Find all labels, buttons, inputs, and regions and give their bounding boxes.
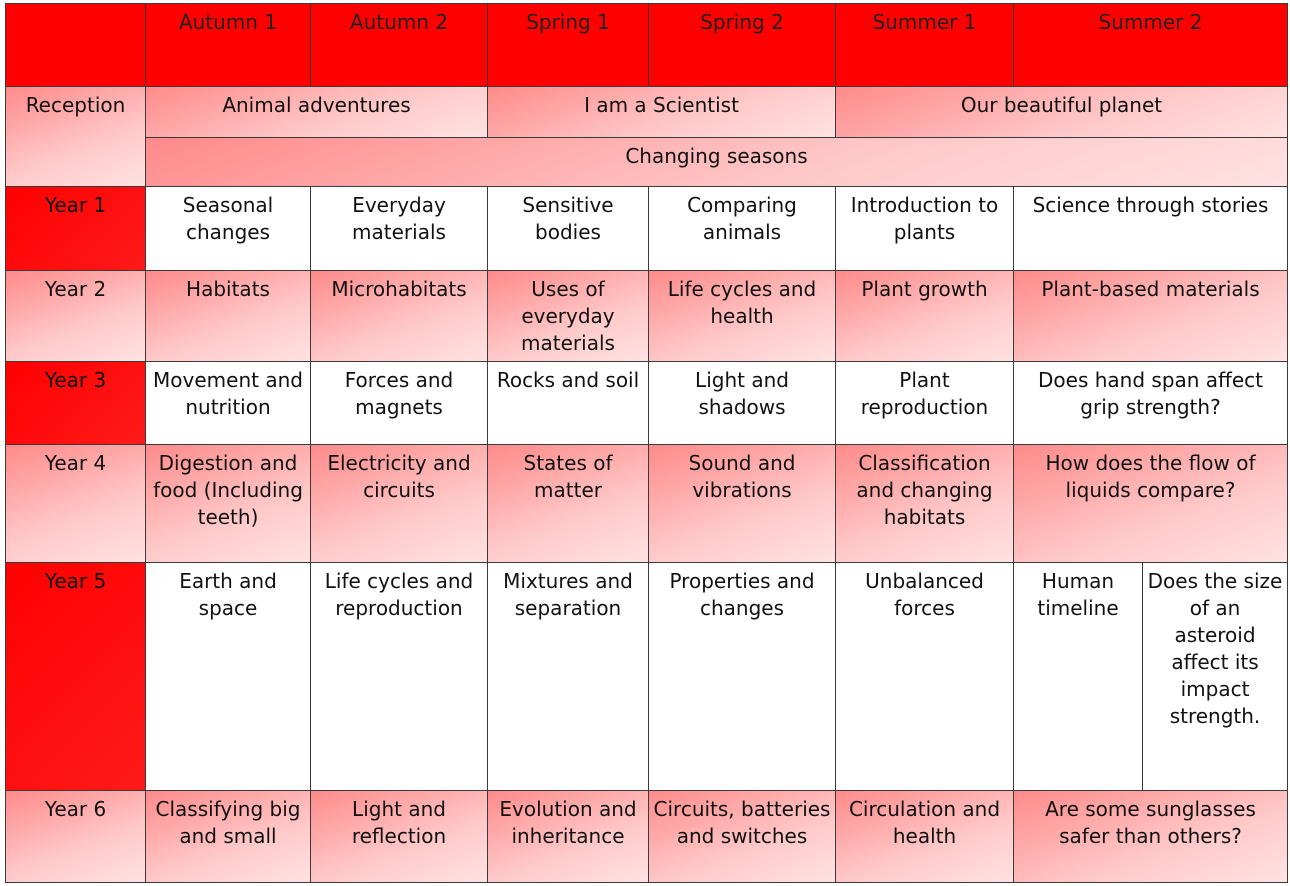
corner-cell — [5, 3, 146, 87]
row-label: Year 2 — [5, 270, 146, 362]
topic-cell: States of matter — [487, 444, 649, 563]
topic-cell: Does the size of an asteroid affect its … — [1142, 562, 1288, 791]
topic-cell: Science through stories — [1013, 186, 1288, 271]
topic-cell: Forces and magnets — [310, 361, 488, 445]
topic-cell: Plant reproduction — [835, 361, 1014, 445]
row-label: Year 3 — [5, 361, 146, 445]
topic-cell: Are some sunglasses safer than others? — [1013, 790, 1288, 883]
topic-cell: Circuits, batteries and switches — [648, 790, 836, 883]
row-label: Year 5 — [5, 562, 146, 791]
topic-cell: Unbalanced forces — [835, 562, 1014, 791]
topic-cell: Introduction to plants — [835, 186, 1014, 271]
row-label: Year 4 — [5, 444, 146, 563]
topic-cell: Habitats — [145, 270, 311, 362]
topic-cell: Circulation and health — [835, 790, 1014, 883]
topic-cell: Mixtures and separation — [487, 562, 649, 791]
topic-cell: Sound and vibrations — [648, 444, 836, 563]
term-header: Spring 2 — [648, 3, 836, 87]
topic-cell: Light and shadows — [648, 361, 836, 445]
topic-cell: Changing seasons — [145, 137, 1288, 187]
term-header: Summer 2 — [1013, 3, 1288, 87]
topic-cell: Uses of everyday materials — [487, 270, 649, 362]
topic-cell: Movement and nutrition — [145, 361, 311, 445]
topic-cell: Plant-based materials — [1013, 270, 1288, 362]
term-header: Spring 1 — [487, 3, 649, 87]
row-label: Reception — [5, 86, 146, 187]
topic-cell: Life cycles and reproduction — [310, 562, 488, 791]
row-label: Year 6 — [5, 790, 146, 883]
term-header: Summer 1 — [835, 3, 1014, 87]
topic-cell: Light and reflection — [310, 790, 488, 883]
row-label: Year 1 — [5, 186, 146, 271]
topic-cell: Earth and space — [145, 562, 311, 791]
topic-cell: Sensitive bodies — [487, 186, 649, 271]
topic-cell: Rocks and soil — [487, 361, 649, 445]
topic-cell: Electricity and circuits — [310, 444, 488, 563]
topic-cell: Does hand span affect grip strength? — [1013, 361, 1288, 445]
topic-cell: Classifying big and small — [145, 790, 311, 883]
topic-cell: Comparing animals — [648, 186, 836, 271]
topic-cell: Animal adventures — [145, 86, 488, 138]
topic-cell: Seasonal changes — [145, 186, 311, 271]
topic-cell: Life cycles and health — [648, 270, 836, 362]
topic-cell: How does the flow of liquids compare? — [1013, 444, 1288, 563]
topic-cell: I am a Scientist — [487, 86, 836, 138]
topic-cell: Classification and changing habitats — [835, 444, 1014, 563]
topic-cell: Our beautiful planet — [835, 86, 1288, 138]
term-header: Autumn 1 — [145, 3, 311, 87]
term-header: Autumn 2 — [310, 3, 488, 87]
topic-cell: Properties and changes — [648, 562, 836, 791]
topic-cell: Everyday materials — [310, 186, 488, 271]
topic-cell: Plant growth — [835, 270, 1014, 362]
topic-cell: Microhabitats — [310, 270, 488, 362]
topic-cell: Evolution and inheritance — [487, 790, 649, 883]
topic-cell: Human timeline — [1013, 562, 1143, 791]
topic-cell: Digestion and food (Including teeth) — [145, 444, 311, 563]
